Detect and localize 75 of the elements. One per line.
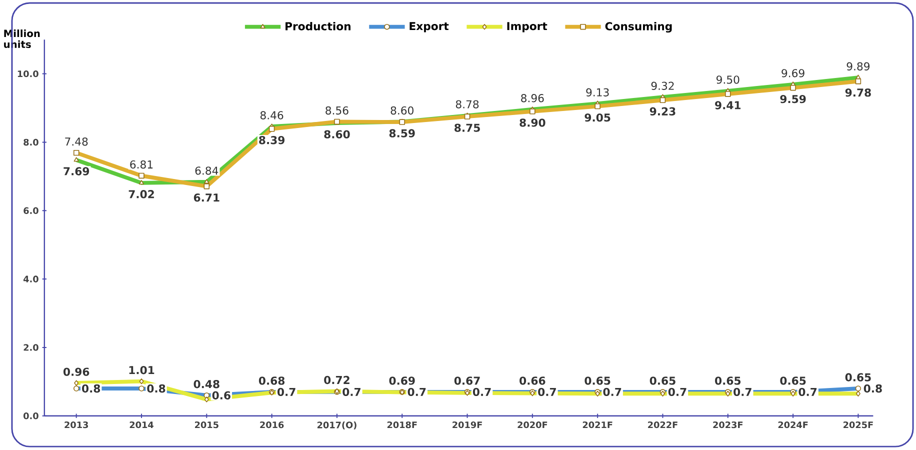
data-label: 0.68: [258, 376, 285, 386]
data-label: 9.23: [650, 108, 676, 116]
x-tick-label: 2025F: [844, 422, 873, 428]
x-tick-label: 2015: [194, 422, 218, 428]
data-label: 0.72: [324, 376, 350, 384]
data-label: 9.69: [782, 69, 804, 78]
data-label: 7.69: [64, 167, 90, 176]
data-label: 9.59: [780, 95, 806, 104]
data-label: 0.65: [650, 376, 676, 386]
x-tick-label: 2024F: [778, 422, 808, 428]
x-tick-label: 2016: [260, 422, 284, 428]
data-label: 8.60: [390, 106, 414, 115]
data-label: 9.78: [845, 88, 871, 97]
data-label: 0.8: [147, 384, 166, 393]
y-tick-label: 6.0: [24, 208, 38, 214]
data-label: 0.7: [277, 388, 296, 396]
y-tick-label: 8.0: [24, 139, 38, 146]
y-tick-label: 4.0: [23, 276, 38, 283]
y-tick-label: 0.0: [24, 412, 38, 420]
x-tick-label: 2023F: [713, 422, 743, 428]
legend-label: Export: [410, 22, 449, 33]
data-label: 0.7: [472, 388, 491, 396]
data-label: 9.50: [716, 76, 740, 84]
data-label: 9.41: [715, 101, 741, 110]
data-label: 8.90: [520, 118, 546, 128]
legend-label: Import: [507, 22, 548, 33]
data-label: 8.75: [454, 124, 480, 132]
data-label: 8.56: [326, 106, 348, 115]
data-label: 0.7: [538, 388, 556, 396]
data-label: 0.8: [864, 384, 882, 393]
data-label: 0.69: [389, 376, 415, 386]
data-label: 0.7: [798, 388, 817, 396]
data-label: 0.48: [194, 380, 220, 388]
data-label: 8.59: [389, 129, 415, 138]
data-label: 0.8: [82, 384, 100, 393]
data-label: 0.6: [212, 391, 230, 400]
data-label: 9.32: [651, 82, 674, 90]
x-tick-label: 2021F: [582, 422, 612, 428]
x-tick-label: 2013: [64, 422, 88, 428]
data-label: 9.89: [846, 62, 870, 71]
data-label: 9.05: [584, 114, 610, 122]
x-tick-label: 2022F: [648, 422, 678, 428]
legend-label: Production: [286, 22, 350, 31]
y-tick-label: 10.0: [18, 70, 38, 78]
y-tick-label: 2.0: [24, 344, 38, 352]
data-label: 1.01: [129, 366, 154, 374]
data-label: 0.65: [845, 373, 871, 382]
data-label: 0.7: [342, 388, 360, 396]
legend-label: Consuming: [605, 22, 672, 33]
x-tick-label: 2017(O): [317, 422, 356, 430]
x-tick-label: 2014: [130, 422, 154, 428]
data-label: 8.39: [259, 136, 284, 144]
data-label: 8.60: [324, 130, 350, 139]
data-label: 0.65: [584, 376, 610, 386]
data-label: 0.65: [780, 376, 806, 386]
data-label: 0.65: [715, 376, 741, 386]
x-tick-label: 2020F: [518, 422, 548, 428]
data-label: 0.7: [668, 388, 686, 396]
data-label: 7.02: [128, 190, 154, 198]
data-label: 6.84: [195, 166, 218, 176]
data-label: 8.96: [521, 94, 544, 102]
data-label: 0.66: [520, 376, 546, 386]
data-label: 9.13: [586, 88, 609, 97]
data-label: 6.71: [194, 194, 220, 202]
x-tick-label: 2018F: [387, 422, 417, 428]
data-label: 8.78: [456, 100, 479, 109]
data-label: 7.48: [65, 138, 88, 146]
data-label: 0.67: [454, 376, 480, 386]
data-label: 0.7: [734, 388, 752, 396]
data-label: 0.7: [408, 388, 426, 396]
data-label: 0.7: [603, 388, 622, 396]
data-label: 0.96: [63, 368, 90, 376]
x-tick-label: 2019F: [452, 422, 482, 428]
data-label: 8.46: [260, 111, 284, 120]
data-label: 6.81: [130, 160, 153, 169]
